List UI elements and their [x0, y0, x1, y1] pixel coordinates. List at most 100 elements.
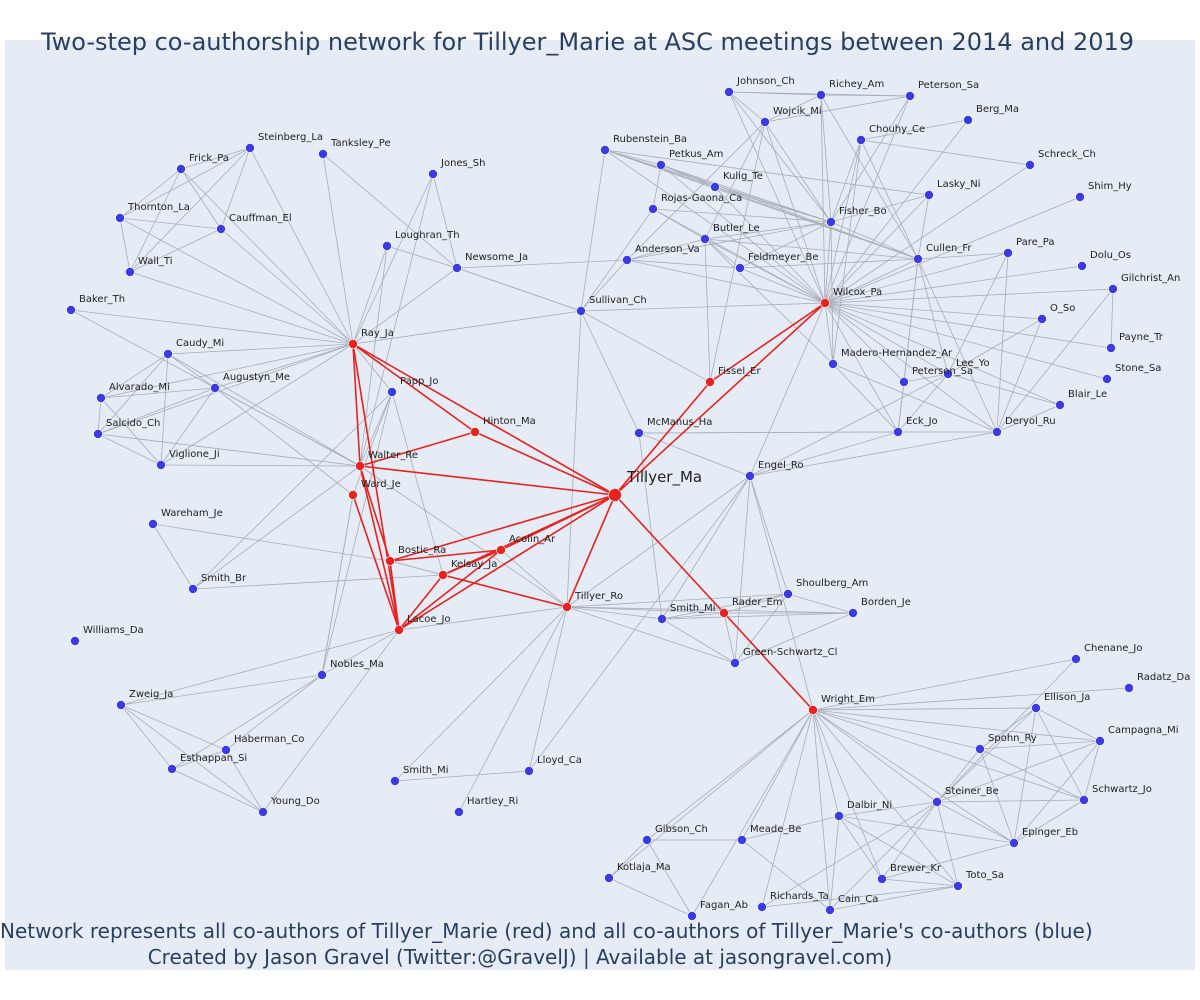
node-Augustyn_Me[interactable]	[210, 383, 220, 393]
node-Petkus_Am[interactable]	[656, 160, 666, 170]
node-Loughran_Th[interactable]	[382, 241, 392, 251]
node-Hinton_Ma[interactable]	[470, 427, 480, 437]
node-Kelsay_Ja[interactable]	[438, 570, 448, 580]
node-Thornton_La[interactable]	[115, 213, 125, 223]
node-Smith_Mi2[interactable]	[657, 614, 667, 624]
node-Schwartz_Jo[interactable]	[1079, 795, 1089, 805]
node-Shim_Hy[interactable]	[1075, 192, 1085, 202]
node-Lasky_Ni[interactable]	[924, 190, 934, 200]
node-Campagna_Mi[interactable]	[1095, 736, 1105, 746]
node-Chouhy_Ce[interactable]	[856, 135, 866, 145]
node-Feldmeyer_Be[interactable]	[735, 263, 745, 273]
node-Kulig_Te[interactable]	[710, 182, 720, 192]
node-Ward_Je[interactable]	[348, 490, 358, 500]
node-Tanksley_Pe[interactable]	[318, 149, 328, 159]
node-Caudy_Mi[interactable]	[163, 349, 173, 359]
node-Cullen_Fr[interactable]	[913, 254, 923, 264]
node-Spohn_Ry[interactable]	[975, 744, 985, 754]
node-Payne_Tr[interactable]	[1106, 343, 1116, 353]
node-Steinberg_La[interactable]	[245, 143, 255, 153]
node-Deryol_Ru[interactable]	[992, 427, 1002, 437]
node-Pare_Pa[interactable]	[1003, 248, 1013, 258]
node-Baker_Th[interactable]	[66, 305, 76, 315]
node-Peterson_Sa[interactable]	[905, 91, 915, 101]
node-Esthappan_Si[interactable]	[167, 764, 177, 774]
node-Hartley_Ri[interactable]	[454, 807, 464, 817]
node-Acolin_Ar[interactable]	[496, 545, 506, 555]
node-Wilcox_Pa[interactable]	[820, 298, 830, 308]
node-Dalbir_Ni[interactable]	[834, 811, 844, 821]
node-Blair_Le[interactable]	[1055, 400, 1065, 410]
node-Stone_Sa[interactable]	[1102, 374, 1112, 384]
node-Cain_Ca[interactable]	[825, 905, 835, 915]
node-Radatz_Da[interactable]	[1124, 683, 1134, 693]
node-Lacoe_Jo[interactable]	[394, 625, 404, 635]
node-Johnson_Ch[interactable]	[724, 87, 734, 97]
node-Dolu_Os[interactable]	[1077, 261, 1087, 271]
node-Green-Schwartz_Cl[interactable]	[730, 658, 740, 668]
node-Ellison_Ja[interactable]	[1031, 703, 1041, 713]
node-Rubenstein_Ba[interactable]	[600, 145, 610, 155]
node-Rader_Em[interactable]	[719, 608, 729, 618]
node-McManus_Ha[interactable]	[634, 428, 644, 438]
node-Lee_Yo[interactable]	[943, 369, 953, 379]
node-Williams_Da[interactable]	[70, 636, 80, 646]
node-Nobles_Ma[interactable]	[317, 670, 327, 680]
node-Butler_Le[interactable]	[700, 234, 710, 244]
node-Wall_Ti[interactable]	[125, 267, 135, 277]
node-Anderson_Va[interactable]	[622, 255, 632, 265]
node-Madero-Hernandez_Ar[interactable]	[828, 359, 838, 369]
edge-Steiner_Be-Campagna_Mi	[936, 740, 1101, 803]
edge-Tillyer_Ro-Shoulberg_Am	[566, 593, 789, 608]
node-Fissel_Er[interactable]	[705, 377, 715, 387]
node-Kotlaja_Ma[interactable]	[604, 873, 614, 883]
node-Haberman_Co[interactable]	[221, 745, 231, 755]
node-Newsome_Ja[interactable]	[452, 263, 462, 273]
node-Cauffman_El[interactable]	[216, 224, 226, 234]
edge-Richey_Am-Wojcik_Mi	[764, 94, 822, 123]
node-Borden_Je[interactable]	[848, 608, 858, 618]
node-Brewer_Kr[interactable]	[877, 874, 887, 884]
edge-Fisher_Bo-Johnson_Ch	[728, 91, 832, 223]
label-Shoulberg_Am: Shoulberg_Am	[796, 578, 868, 589]
node-Richards_Ta[interactable]	[757, 902, 767, 912]
node-Chenane_Jo[interactable]	[1071, 654, 1081, 664]
node-Tillyer_Ro[interactable]	[562, 602, 572, 612]
node-Shoulberg_Am[interactable]	[783, 589, 793, 599]
node-Young_Do[interactable]	[258, 807, 268, 817]
node-Walter_Re[interactable]	[355, 461, 365, 471]
node-Papp_Jo[interactable]	[387, 387, 397, 397]
node-Smith_Br[interactable]	[188, 584, 198, 594]
node-Peterson_Sa2[interactable]	[899, 377, 909, 387]
node-Zweig_Ja[interactable]	[116, 700, 126, 710]
node-Rojas-Gaona_Ca[interactable]	[648, 204, 658, 214]
node-Sullivan_Ch[interactable]	[576, 306, 586, 316]
node-Schreck_Ch[interactable]	[1025, 160, 1035, 170]
node-Meade_Be[interactable]	[737, 835, 747, 845]
node-Salcido_Ch[interactable]	[93, 429, 103, 439]
node-Wright_Em[interactable]	[808, 705, 818, 715]
node-O_So[interactable]	[1037, 314, 1047, 324]
node-Wojcik_Mi[interactable]	[760, 117, 770, 127]
node-Steiner_Be[interactable]	[932, 797, 942, 807]
node-Lloyd_Ca[interactable]	[524, 766, 534, 776]
node-Gilchrist_An[interactable]	[1108, 284, 1118, 294]
node-Bostic_Ra[interactable]	[385, 556, 395, 566]
node-Wareham_Je[interactable]	[148, 519, 158, 529]
node-Toto_Sa[interactable]	[953, 881, 963, 891]
node-Jones_Sh[interactable]	[428, 169, 438, 179]
node-Gibson_Ch[interactable]	[642, 835, 652, 845]
node-Epinger_Eb[interactable]	[1009, 838, 1019, 848]
node-Eck_Jo[interactable]	[893, 427, 903, 437]
node-Alvarado_Mi[interactable]	[96, 393, 106, 403]
node-Smith_Mi[interactable]	[390, 776, 400, 786]
node-Fisher_Bo[interactable]	[826, 217, 836, 227]
node-Ray_Ja[interactable]	[348, 339, 358, 349]
node-Richey_Am[interactable]	[816, 90, 826, 100]
node-Engel_Ro[interactable]	[745, 471, 755, 481]
node-Fagan_Ab[interactable]	[687, 911, 697, 921]
node-Tillyer_Ma[interactable]	[608, 488, 622, 502]
node-Frick_Pa[interactable]	[176, 164, 186, 174]
node-Berg_Ma[interactable]	[963, 115, 973, 125]
node-Viglione_Ji[interactable]	[156, 460, 166, 470]
